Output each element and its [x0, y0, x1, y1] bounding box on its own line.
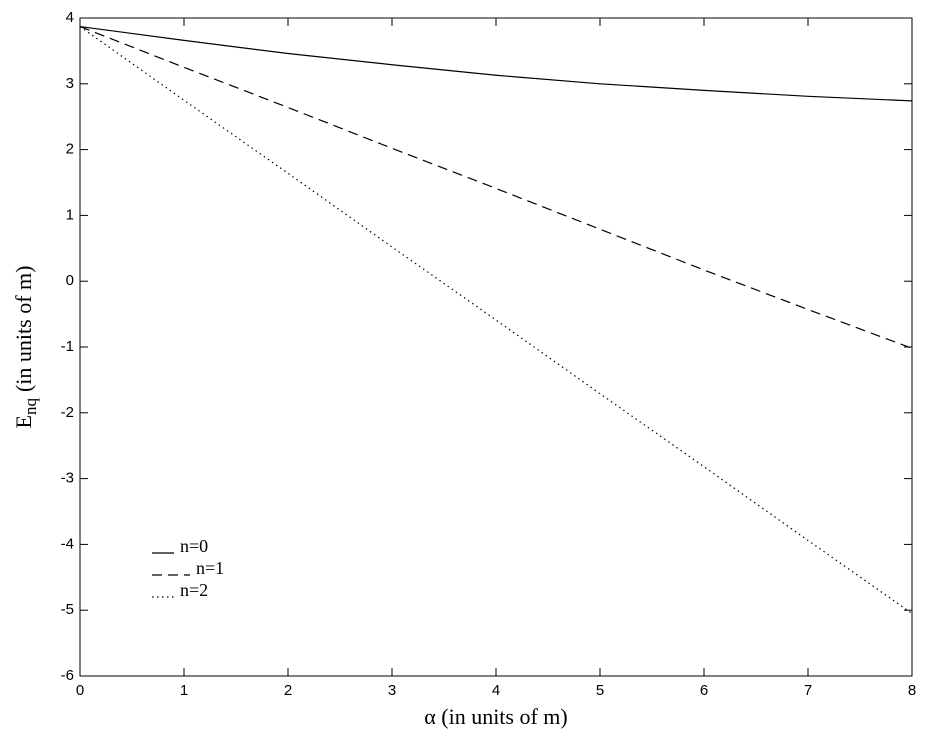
y-tick-label: 3 [66, 75, 74, 92]
x-tick-label: 2 [284, 682, 292, 699]
y-tick-label: -5 [61, 601, 74, 618]
y-label-main: E [11, 415, 36, 428]
x-tick-label: 4 [492, 682, 500, 699]
y-tick-label: 0 [66, 272, 74, 289]
x-tick-label: 0 [76, 682, 84, 699]
y-label-rest: (in units of m) [11, 266, 36, 393]
series-line [79, 26, 913, 614]
y-tick-label: 4 [66, 9, 74, 26]
legend-label: n=1 [196, 558, 224, 578]
y-tick-label: 2 [66, 141, 74, 158]
legend-label: n=0 [180, 536, 208, 556]
series-line [79, 25, 913, 349]
series-line [79, 25, 913, 102]
y-tick-label: 1 [66, 206, 74, 223]
y-tick-label: -1 [61, 338, 74, 355]
y-tick-label: -4 [61, 535, 74, 552]
x-tick-label: 3 [388, 682, 396, 699]
y-tick-label: -6 [61, 667, 74, 684]
x-tick-label: 6 [700, 682, 708, 699]
legend-label: n=2 [180, 580, 208, 600]
x-tick-label: 1 [180, 682, 188, 699]
x-axis-label: α (in units of m) [424, 704, 568, 729]
y-label-sub: nq [21, 398, 40, 416]
y-tick-label: -3 [61, 470, 74, 487]
y-tick-label: -2 [61, 404, 74, 421]
x-tick-label: 5 [596, 682, 604, 699]
x-tick-label: 8 [908, 682, 916, 699]
x-tick-label: 7 [804, 682, 812, 699]
y-axis-label: Enq (in units of m) [11, 266, 40, 429]
